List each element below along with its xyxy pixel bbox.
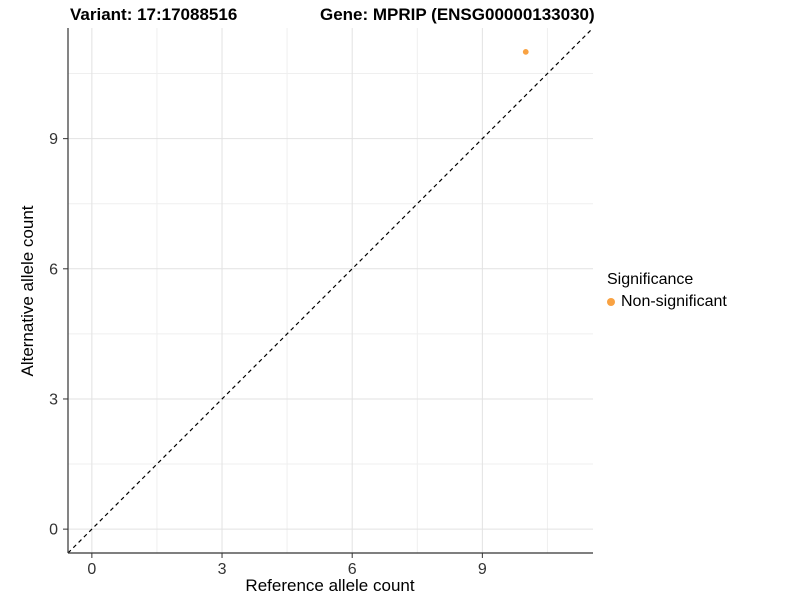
identity-line [67,27,594,554]
y-tick-label: 6 [49,261,58,278]
legend-dot-icon [607,298,615,306]
gene-title: Gene: MPRIP (ENSG00000133030) [320,5,595,24]
x-tick-label: 0 [87,561,96,578]
x-axis-title: Reference allele count [245,576,415,595]
x-tick-label: 9 [478,561,487,578]
data-point [522,48,529,55]
y-tick-label: 0 [49,522,58,539]
y-tick-label: 3 [49,391,58,408]
legend-title: Significance [607,271,694,288]
legend: Significance Non-significant [607,271,727,311]
y-tick-label: 9 [49,131,58,148]
x-tick-label: 3 [218,561,227,578]
legend-item-label: Non-significant [621,293,727,310]
variant-title: Variant: 17:17088516 [70,5,238,24]
legend-item-non-significant: Non-significant [607,293,727,311]
x-tick-label: 6 [348,561,357,578]
